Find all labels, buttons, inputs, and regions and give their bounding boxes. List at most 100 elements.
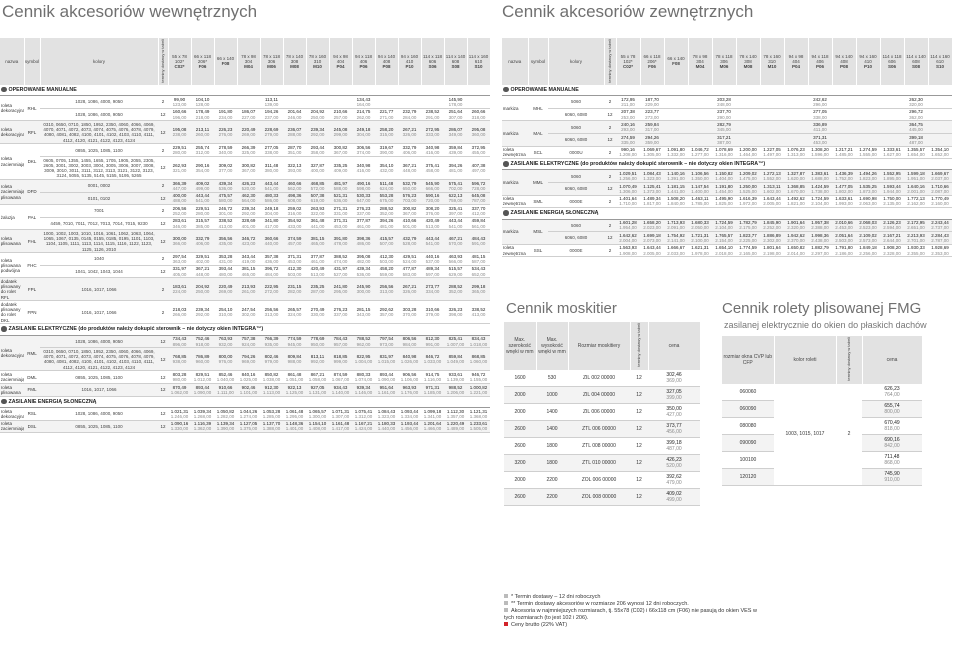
price-net: 399,18 bbox=[666, 439, 682, 446]
price-cell: 1.039,34 1.268,00 bbox=[191, 407, 214, 421]
price-net: 254,10 bbox=[218, 307, 233, 313]
price-gross: 541,00 bbox=[264, 185, 279, 191]
price-gross: 413,00 bbox=[471, 312, 486, 318]
product-name: roleta plisowana podwójna bbox=[0, 252, 24, 279]
price-gross: 377,00 bbox=[218, 167, 233, 173]
price-cell: 239,34 292,00 bbox=[306, 120, 329, 145]
price-cell: 622,13 759,00 bbox=[444, 192, 467, 206]
size-dim: 78 x 160 bbox=[308, 53, 327, 59]
colors: 1016, 1017, 1066 bbox=[40, 383, 158, 397]
price-cell: 327,05 399,00 bbox=[648, 386, 700, 404]
price-row: 0310, 0650, 0710, 1850, 1952, 2350, 4060… bbox=[0, 347, 490, 372]
price-cell: 236,07 288,00 bbox=[283, 120, 306, 145]
price-cell: 1.495,90 1.825,00 bbox=[712, 195, 736, 209]
price-cell: 460,66 562,00 bbox=[283, 179, 306, 193]
price-cell: 1.201,64 1.466,00 bbox=[421, 420, 444, 434]
moskitiery-panel: Max. szerokość wnęki w mm Max. wysokość w… bbox=[504, 322, 704, 506]
price-gross: 367,00 bbox=[241, 167, 256, 173]
price-gross: 1.316,00 bbox=[715, 152, 733, 158]
price-gross: 1.062,00 bbox=[170, 389, 189, 395]
section-row: OPEROWANIE MANUALNE bbox=[0, 84, 490, 97]
price-net: 1.643,44 bbox=[763, 196, 781, 202]
price-gross: 541,00 bbox=[448, 223, 463, 229]
price-net: 1.601,28 bbox=[619, 220, 637, 226]
price-net: 292,62 bbox=[379, 307, 394, 313]
section-title: ZASILANIE ENERGIĄ SŁONECZNĄ bbox=[8, 398, 97, 405]
product-name: roleta zaciemniająco-plisowana bbox=[0, 179, 24, 206]
price-net: 766,39 bbox=[264, 336, 279, 342]
colors: 0000E bbox=[548, 244, 604, 258]
price-net: 1.029,51 bbox=[619, 171, 637, 177]
price-net: 322,13 bbox=[287, 162, 302, 168]
price-net: 1.193,44 bbox=[400, 421, 419, 427]
price-net: 375,41 bbox=[425, 162, 440, 168]
price-net: 963,93 bbox=[402, 384, 417, 390]
price-cell: 357,38 436,00 bbox=[260, 252, 283, 266]
price-gross: 271,00 bbox=[379, 114, 394, 120]
price-gross: 448,00 bbox=[402, 167, 417, 173]
price-gross: 123,00 bbox=[172, 101, 187, 107]
price-net: 195,08 bbox=[172, 127, 187, 133]
price-net: 178,49 bbox=[195, 109, 210, 115]
price-cell: 381,15 465,00 bbox=[306, 229, 329, 254]
price-cell: 440,16 537,00 bbox=[421, 252, 444, 266]
price-net: 809,84 bbox=[287, 354, 302, 360]
price-gross: 399,00 bbox=[666, 394, 682, 401]
size-num: 406 bbox=[816, 58, 824, 64]
price-net: 1.354,10 bbox=[931, 147, 949, 153]
price-gross: 307,00 bbox=[448, 114, 463, 120]
price-cell: 1.090,16 1.330,00 bbox=[168, 420, 191, 434]
price-gross: 343,00 bbox=[356, 312, 371, 318]
price-gross: 211,00 bbox=[621, 101, 635, 107]
header-size: 94 x 118 406 P06 bbox=[808, 38, 833, 85]
price-gross: 445,00 bbox=[909, 127, 923, 133]
price-cell: 1.148,36 1.401,00 bbox=[283, 420, 306, 434]
price-cell: 745,90 910,00 bbox=[862, 468, 922, 486]
price-gross: 1.282,00 bbox=[216, 413, 235, 419]
size-code: F06 bbox=[198, 63, 207, 69]
price-gross: 300,00 bbox=[356, 289, 371, 295]
section-row: ZASILANIE ENERGIĄ SŁONECZNĄ bbox=[502, 207, 952, 220]
colors: 1028, 1086, 4000, 9050 bbox=[40, 407, 158, 421]
price-cell: 752,46 918,00 bbox=[191, 335, 214, 349]
price-cell: 1.140,16 1.391,00 bbox=[664, 169, 688, 184]
price-net: 366,39 bbox=[172, 180, 187, 186]
price-net: 271,31 bbox=[333, 205, 348, 211]
price-gross: 2.573,00 bbox=[859, 238, 877, 243]
price-cell: 319,67 390,00 bbox=[375, 143, 398, 157]
price-gross: 536,00 bbox=[218, 185, 233, 191]
header-size: 78 x 98 304 M04 bbox=[237, 38, 261, 85]
price-cell: 322,13 393,00 bbox=[283, 156, 306, 180]
price-net: 259,02 bbox=[287, 205, 302, 211]
size-code: C02* bbox=[622, 63, 633, 69]
size-code: F08 bbox=[221, 61, 230, 67]
price-gross: 973,00 bbox=[379, 341, 394, 347]
price-cell: 270,49 330,00 bbox=[306, 300, 329, 325]
price-cell: 241,80 295,00 bbox=[329, 277, 352, 302]
price-gross: 868,00 bbox=[884, 459, 900, 466]
price-gross: 624,00 bbox=[379, 185, 394, 191]
price-net: 1.039,34 bbox=[193, 408, 212, 414]
price-cell: 290,16 354,00 bbox=[191, 156, 214, 180]
price-cell: 2.213,93 2.701,00 bbox=[904, 231, 928, 245]
price-gross: 416,00 bbox=[425, 150, 440, 156]
price-cell: 1.477,05 1.802,00 bbox=[832, 182, 856, 196]
colors: 1003, 1015, 1017 bbox=[774, 383, 836, 486]
price-net: 1.125,41 bbox=[643, 183, 661, 189]
price-cell: 273,77 334,00 bbox=[421, 277, 444, 302]
price-net: 213,11 bbox=[195, 127, 210, 133]
size-dim: 94 x 98 bbox=[788, 53, 804, 59]
price-gross: 2.104,00 bbox=[811, 201, 829, 207]
price-gross: 647,00 bbox=[356, 198, 371, 204]
price-net: 1.065,57 bbox=[308, 408, 327, 414]
product-name: roleta zewnętrzna bbox=[502, 146, 528, 160]
price-cell: 880,33 1.074,00 bbox=[352, 370, 375, 385]
price-gross: 279,00 bbox=[264, 132, 279, 138]
price-cell bbox=[760, 120, 784, 134]
price-gross: 296,00 bbox=[813, 101, 827, 107]
price-net: 1.908,20 bbox=[883, 245, 901, 251]
price-cell: 825,41 1.007,00 bbox=[444, 335, 467, 349]
size: 100100 bbox=[722, 451, 774, 469]
price-gross: 416,00 bbox=[356, 167, 371, 173]
price-net: 626,23 bbox=[884, 385, 900, 392]
